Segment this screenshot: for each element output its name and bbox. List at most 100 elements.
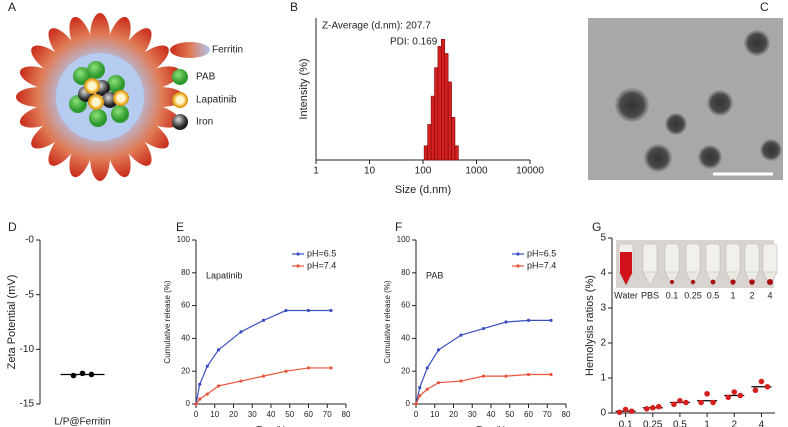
legend-marker	[516, 264, 520, 268]
pellet	[710, 279, 716, 285]
series-point	[549, 318, 553, 322]
series-point	[504, 374, 508, 378]
annotation: PDI: 0.169	[390, 37, 438, 48]
y-axis-label: Cumulative release (%)	[383, 280, 392, 363]
inset-label: 1	[730, 290, 735, 300]
tube-tip	[705, 271, 721, 287]
x-tick-label: 70	[323, 410, 332, 419]
ferritin-subunit	[128, 45, 169, 78]
inset-label: 0.5	[707, 290, 720, 300]
ferritin-subunit	[134, 103, 181, 128]
particle	[615, 88, 649, 122]
x-tick-label: 2	[731, 420, 737, 427]
series-point	[205, 392, 209, 396]
y-tick-label: 20	[401, 366, 410, 375]
annotation: Lapatinib	[206, 270, 243, 280]
series-point	[198, 397, 202, 401]
x-tick-label: 60	[304, 410, 313, 419]
tem-image	[588, 18, 783, 180]
y-tick-label: 60	[181, 301, 190, 310]
tube-tip	[744, 271, 760, 287]
legend-label: Iron	[196, 117, 213, 128]
x-tick-label: 40	[267, 410, 276, 419]
inset-label: Water	[614, 290, 638, 300]
tube	[685, 243, 701, 275]
histogram-bar	[437, 46, 442, 161]
ferritin-diagram: Ferritin PAB Lapatinib Iron	[16, 13, 243, 181]
series-point	[459, 333, 463, 337]
data-point	[725, 394, 732, 401]
x-axis-label: Size (d.nm)	[395, 184, 451, 196]
x-tick-label: 0	[414, 410, 419, 419]
ferritin-subunit	[69, 16, 94, 63]
panel-label: F	[395, 220, 402, 234]
histogram-bar	[441, 38, 446, 161]
series-point	[284, 308, 288, 313]
data-point	[683, 399, 689, 406]
x-tick-label: 10	[364, 166, 376, 177]
lapatinib	[84, 78, 100, 94]
tube	[642, 243, 658, 275]
x-tick-label: 20	[449, 410, 458, 419]
series-point	[239, 379, 243, 383]
y-tick-label: 2	[600, 338, 606, 349]
ferritin-subunit	[48, 125, 81, 166]
series-point	[425, 366, 429, 370]
data-point	[649, 404, 656, 411]
tube	[725, 243, 741, 275]
series-line	[415, 319, 551, 405]
series-line	[415, 373, 551, 405]
data-point	[88, 371, 95, 378]
series-point	[216, 348, 221, 352]
pellet	[730, 279, 736, 285]
histogram-bar	[434, 67, 439, 161]
legend-marker	[296, 252, 300, 256]
ferritin-subunit	[16, 87, 64, 107]
data-point	[698, 399, 704, 406]
y-tick-label: -15	[20, 399, 35, 410]
x-tick-label: 50	[505, 410, 514, 419]
x-tick-label: 30	[248, 410, 257, 419]
data-point	[731, 389, 738, 395]
series-point	[414, 402, 418, 406]
series-point	[481, 374, 486, 378]
histogram-bar	[451, 117, 456, 161]
particle	[744, 30, 770, 56]
inset-label: 4	[767, 290, 772, 300]
x-tick-label: 4	[759, 420, 765, 427]
histogram-bar	[430, 95, 435, 161]
data-point	[628, 408, 635, 415]
particle	[665, 113, 687, 135]
histogram-bar	[444, 53, 449, 161]
blood	[620, 252, 632, 274]
inset-label: 2	[749, 290, 754, 300]
data-point	[655, 403, 662, 410]
series-point	[284, 369, 288, 373]
legend-marker	[516, 252, 520, 256]
x-axis-label: Time (h)	[256, 425, 286, 427]
lapatinib	[88, 94, 104, 110]
data-point	[758, 378, 765, 385]
x-tick-label: 1	[313, 166, 319, 177]
x-tick-label: 10	[210, 410, 219, 419]
legend-label: pH=6.5	[527, 248, 556, 258]
x-tick-label: 1	[704, 420, 710, 427]
x-tick-label: 20	[229, 410, 238, 419]
series-line	[195, 309, 331, 405]
ferritin-subunit	[136, 87, 184, 107]
ferritin-subunit	[119, 28, 152, 69]
y-tick-label: 100	[177, 235, 191, 244]
panel-label: B	[290, 0, 298, 14]
x-tick-label: 70	[543, 410, 552, 419]
particle	[707, 90, 733, 116]
pellet	[690, 279, 696, 285]
y-tick-label: -5	[25, 289, 34, 300]
data-point	[622, 406, 629, 413]
x-tick-label: L/P@Ferritin	[54, 417, 110, 427]
series-point	[329, 308, 333, 313]
histogram-bar	[423, 145, 428, 161]
ferritin-subunit	[106, 131, 131, 178]
y-tick-label: 20	[181, 366, 190, 375]
ferritin-subunit	[90, 13, 110, 61]
